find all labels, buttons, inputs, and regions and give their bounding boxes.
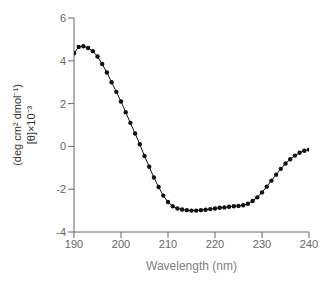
svg-text:240: 240: [300, 238, 318, 250]
svg-text:Wavelength (nm): Wavelength (nm): [146, 259, 237, 273]
svg-text:0: 0: [60, 140, 66, 152]
svg-text:6: 6: [60, 12, 66, 24]
svg-text:2: 2: [60, 98, 66, 110]
svg-text:-4: -4: [56, 226, 66, 238]
svg-text:-2: -2: [56, 183, 66, 195]
svg-text:220: 220: [206, 238, 224, 250]
svg-text:190: 190: [65, 238, 83, 250]
svg-text:210: 210: [159, 238, 177, 250]
svg-text:4: 4: [60, 55, 66, 67]
svg-text:200: 200: [112, 238, 130, 250]
svg-text:(deg cm² dmol⁻¹)[θ]×10⁻³: (deg cm² dmol⁻¹)[θ]×10⁻³: [11, 84, 37, 166]
svg-text:230: 230: [253, 238, 271, 250]
